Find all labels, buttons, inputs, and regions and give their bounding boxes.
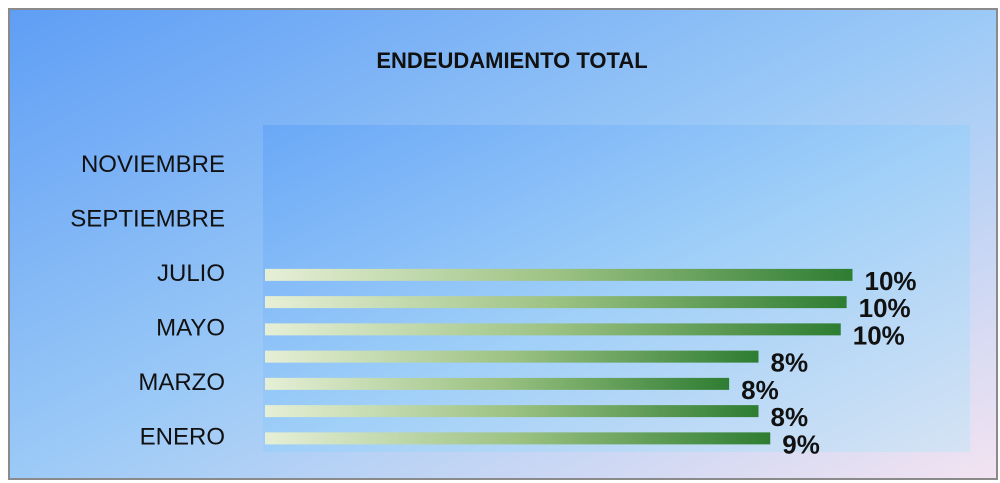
bar	[265, 323, 841, 336]
bar	[265, 268, 853, 281]
plot-area	[263, 125, 970, 452]
data-label: 9%	[782, 429, 820, 459]
y-tick-label: MARZO	[138, 369, 225, 396]
bar	[265, 350, 759, 363]
bar	[265, 377, 730, 390]
data-label: 10%	[865, 266, 917, 296]
y-tick-label: ENERO	[140, 424, 225, 451]
chart-title: ENDEUDAMIENTO TOTAL	[376, 48, 647, 73]
data-label: 8%	[741, 375, 779, 405]
data-label: 10%	[859, 293, 911, 323]
data-label: 8%	[771, 348, 809, 378]
data-label: 10%	[853, 320, 905, 350]
data-label: 8%	[771, 402, 809, 432]
bar	[265, 432, 771, 445]
y-tick-label: JULIO	[157, 260, 225, 287]
y-tick-label: MAYO	[156, 315, 225, 342]
bar	[265, 296, 847, 309]
bar	[265, 405, 759, 418]
y-tick-label: SEPTIEMBRE	[70, 206, 225, 233]
y-tick-label: NOVIEMBRE	[81, 151, 225, 178]
